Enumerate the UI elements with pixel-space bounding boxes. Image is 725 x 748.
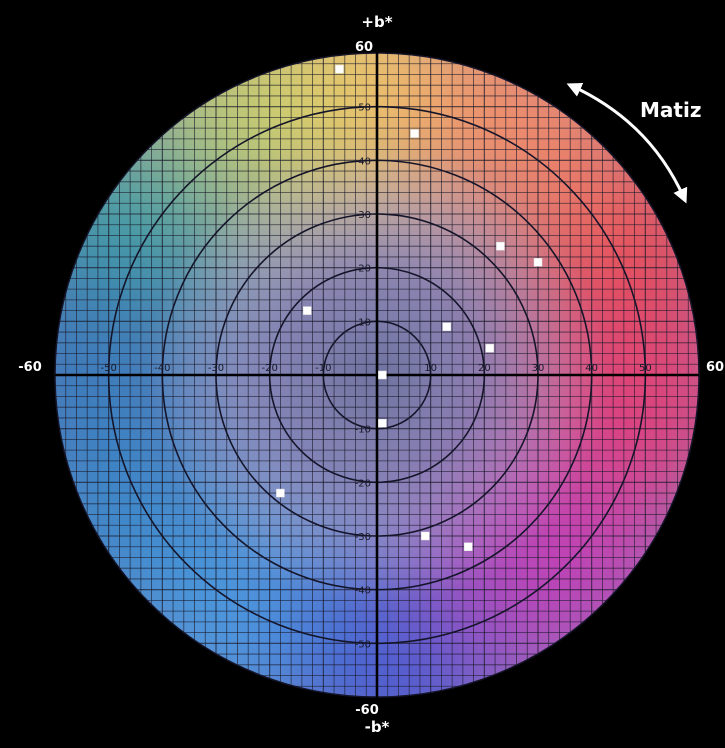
data-point: [335, 64, 344, 74]
y-tick-label: 20: [358, 264, 371, 275]
data-point: [442, 322, 452, 331]
data-point: [463, 542, 473, 551]
data-point: [421, 531, 430, 541]
axis-end-bottom: -60: [355, 703, 379, 718]
x-tick-label: 10: [424, 363, 437, 374]
data-point: [378, 370, 387, 380]
x-tick-label: -50: [100, 363, 116, 374]
x-tick-label: -10: [315, 363, 331, 374]
y-tick-label: -50: [355, 639, 371, 650]
y-tick-label: -10: [355, 425, 371, 436]
y-tick-label: 10: [358, 317, 371, 328]
y-tick-label: -20: [355, 478, 371, 489]
axis-end-top: 60: [355, 40, 373, 55]
axis-label-top: +b*: [361, 13, 392, 31]
x-tick-label: 30: [532, 363, 545, 374]
x-tick-label: 20: [478, 363, 491, 374]
y-tick-label: 50: [358, 103, 371, 114]
data-point: [533, 258, 543, 267]
x-tick-label: 50: [639, 363, 652, 374]
tick-labels: -50 -40 -30 -20 -10 10 20 30 40 50 50 40 30 20 10 -10 -2…: [100, 103, 651, 651]
x-tick-label: -30: [208, 363, 224, 374]
x-tick-label: 40: [585, 363, 598, 374]
data-points: [276, 64, 543, 551]
data-point: [496, 241, 505, 251]
data-point: [378, 419, 387, 428]
y-tick-label: 30: [358, 210, 371, 221]
data-point: [410, 129, 419, 138]
y-tick-label: -30: [355, 532, 371, 543]
axes: [55, 49, 699, 701]
y-tick-label: 40: [358, 156, 371, 167]
x-tick-label: -40: [154, 363, 170, 374]
hue-annotation: Matiz: [640, 98, 701, 122]
axis-label-bottom: -b*: [365, 718, 390, 736]
axis-end-right: 60: [706, 360, 724, 375]
axis-end-left: -60: [18, 360, 42, 375]
y-tick-label: -40: [355, 586, 371, 597]
data-point: [276, 488, 285, 498]
hue-arrow: [566, 82, 688, 204]
data-point: [302, 306, 312, 315]
x-tick-label: -20: [261, 363, 277, 374]
data-point: [485, 343, 494, 353]
